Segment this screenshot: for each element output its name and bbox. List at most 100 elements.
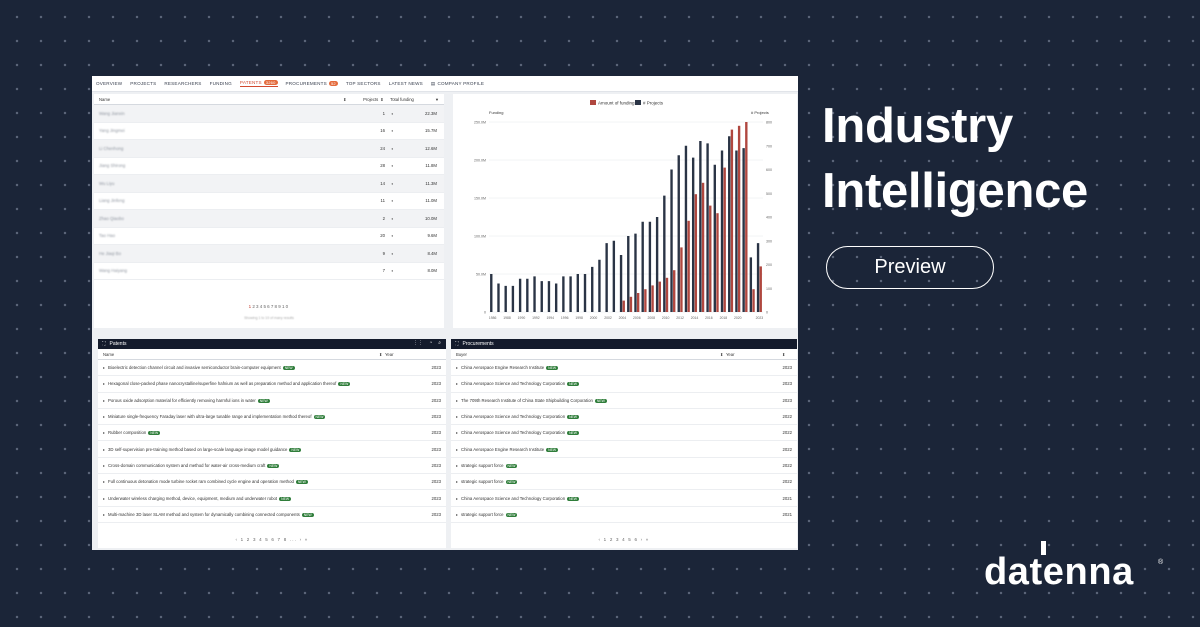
tab-overview[interactable]: OVERVIEW xyxy=(96,81,122,86)
table-row[interactable]: Wu Liyu 14 ◖ 11.3M xyxy=(94,175,444,193)
table-row[interactable]: ▸ Hexagonal close-packed phase nanocrysta… xyxy=(98,376,446,393)
grid-icon[interactable]: ⋮⋮ xyxy=(413,340,424,346)
bar-projects xyxy=(518,278,522,312)
chevron-right-icon[interactable]: ▸ xyxy=(456,397,459,403)
researchers-pagination[interactable]: 12345678910 xyxy=(94,304,444,309)
table-row[interactable]: Tao Hao 20 ◖ 9.6M xyxy=(94,228,444,245)
chevron-right-icon[interactable]: ▸ xyxy=(103,414,106,420)
chevron-right-icon[interactable]: ▸ xyxy=(456,414,459,420)
page-link[interactable]: 9 xyxy=(278,304,282,309)
table-row[interactable]: Wang Haiyang 7 ◖ 8.0M xyxy=(94,263,444,280)
sort-icon[interactable]: ⬍ xyxy=(379,351,383,357)
table-row[interactable]: ▸ strategic support force NEW 2022 xyxy=(451,458,797,475)
tab-patents[interactable]: PATENTS 3260 xyxy=(239,80,278,87)
page-link[interactable]: 1 xyxy=(248,304,253,309)
chevron-right-icon[interactable]: ▸ xyxy=(456,495,459,501)
tab-funding[interactable]: FUNDING xyxy=(210,81,232,86)
page-link[interactable]: 8 xyxy=(274,304,279,309)
sort-icon[interactable]: ⬍ xyxy=(782,351,786,357)
chevron-right-icon[interactable]: ▸ xyxy=(103,495,106,501)
column-year[interactable]: Year xyxy=(726,351,735,357)
row-year: 2022 xyxy=(782,446,792,452)
tab-label: COMPANY PROFILE xyxy=(437,81,485,86)
table-row[interactable]: ▸ China Aerospace Science and Technology … xyxy=(451,409,797,426)
preview-button[interactable]: Preview xyxy=(826,246,994,289)
row-name: 3D self-supervision pre-training method … xyxy=(108,446,288,452)
page-link[interactable]: 3 xyxy=(256,304,260,309)
page-link[interactable]: 7 xyxy=(270,304,275,309)
chart-icon[interactable]: ◔ xyxy=(429,340,433,346)
table-row[interactable]: ▸ Full continuous detonation mode turbine… xyxy=(98,474,446,491)
chevron-right-icon[interactable]: ▸ xyxy=(103,462,106,468)
chevron-right-icon[interactable]: ▸ xyxy=(103,397,106,403)
chevron-right-icon[interactable]: ▸ xyxy=(103,381,106,387)
table-row[interactable]: ▸ China Aerospace Science and Technology … xyxy=(451,376,797,393)
page-link[interactable]: 10 xyxy=(281,304,290,309)
page-link[interactable]: 5 xyxy=(263,304,268,309)
tab-company-profile[interactable]: ▤ COMPANY PROFILE xyxy=(431,81,484,87)
table-row[interactable]: Li Chenhong 24 ◖ 12.6M xyxy=(94,140,444,158)
sort-icon[interactable]: ⬍ xyxy=(720,351,724,357)
table-row[interactable]: ▸ Cross-domain communication system and m… xyxy=(98,458,446,475)
chevron-right-icon[interactable]: ▸ xyxy=(456,430,459,436)
chevron-right-icon[interactable]: ▸ xyxy=(456,446,459,452)
table-row[interactable]: ▸ China Aerospace Science and Technology … xyxy=(451,490,797,507)
table-row[interactable]: ▸ China Aerospace Engine Research Institu… xyxy=(451,441,797,458)
table-row[interactable]: He Jiaqi Bo 9 ◖ 8.4M xyxy=(94,245,444,263)
table-row[interactable]: ▸ strategic support force NEW 2021 xyxy=(451,507,797,523)
table-row[interactable]: ▸ strategic support force NEW 2022 xyxy=(451,474,797,491)
table-row[interactable]: Liang Jinfeng 11 ◖ 11.0M xyxy=(94,193,444,210)
table-row[interactable]: Zhao Qiaobo 2 ◖ 10.0M xyxy=(94,210,444,228)
search-icon[interactable]: ⌕ xyxy=(438,340,441,346)
chevron-right-icon[interactable]: ▸ xyxy=(103,365,106,371)
patents-pagination[interactable]: ‹ 1 2 3 4 5 6 7 8 ... › » xyxy=(235,537,309,542)
table-row[interactable]: Yang Jingmei 16 ◖ 15.7M xyxy=(94,123,444,140)
table-row[interactable]: ▸ Bioelectric detection channel circuit a… xyxy=(98,360,446,377)
page-link[interactable]: 4 xyxy=(259,304,264,309)
tab-researchers[interactable]: RESEARCHERS xyxy=(164,81,201,86)
tab-latest-news[interactable]: LATEST NEWS xyxy=(389,81,423,86)
chevron-right-icon[interactable]: ▸ xyxy=(456,479,459,485)
table-row[interactable]: ▸ Porous oxide adsorption material for ef… xyxy=(98,393,446,409)
table-row[interactable]: ▸ 3D self-supervision pre-training method… xyxy=(98,441,446,458)
table-row[interactable]: ▸ Miniature single-frequency Faraday lase… xyxy=(98,409,446,426)
chevron-right-icon[interactable]: ▸ xyxy=(103,430,106,436)
chevron-right-icon[interactable]: ▸ xyxy=(103,479,106,485)
row-name: Bioelectric detection channel circuit an… xyxy=(108,365,281,371)
expand-icon[interactable]: ⛶ xyxy=(455,341,459,347)
table-row[interactable]: ▸ China Aerospace Science and Technology … xyxy=(451,425,797,442)
column-projects[interactable]: Projects xyxy=(363,96,379,102)
left-tick-label: 250.0M xyxy=(474,121,486,125)
table-row[interactable]: Jiang Shirong 28 ◖ 11.8M xyxy=(94,158,444,175)
chevron-right-icon[interactable]: ▸ xyxy=(456,511,459,517)
sort-desc-icon[interactable]: ▼ xyxy=(435,96,439,102)
table-row[interactable]: ▸ The 709th Research Institute of China S… xyxy=(451,393,797,409)
chevron-right-icon[interactable]: ▸ xyxy=(456,365,459,371)
column-total-funding[interactable]: Total funding xyxy=(390,96,414,102)
table-row[interactable]: ▸ China Aerospace Engine Research Institu… xyxy=(451,360,797,377)
procurements-pagination[interactable]: ‹ 1 2 3 4 5 6 › » xyxy=(598,537,650,542)
table-row[interactable]: ▸ Multi-machine 3D laser SLAM method and … xyxy=(98,507,446,523)
sort-icon[interactable]: ⬍ xyxy=(343,96,347,102)
column-name[interactable]: Name xyxy=(99,96,111,102)
column-year[interactable]: Year xyxy=(385,351,394,357)
chevron-right-icon[interactable]: ▸ xyxy=(456,381,459,387)
bar-projects xyxy=(562,276,565,312)
tab-projects[interactable]: PROJECTS xyxy=(130,81,156,86)
chevron-right-icon[interactable]: ▸ xyxy=(103,511,106,517)
table-row[interactable]: ▸ Rubber composition NEW 2023 xyxy=(98,425,446,442)
row-year: 2023 xyxy=(431,381,441,387)
sort-icon[interactable]: ⬍ xyxy=(380,96,384,102)
tab-label: OVERVIEW xyxy=(96,81,123,86)
table-row[interactable]: Wang Jianxin 1 ◖ 22.3M xyxy=(94,105,444,123)
column-name[interactable]: Name xyxy=(103,351,115,357)
tab-top-sectors[interactable]: TOP SECTORS xyxy=(346,81,381,86)
chevron-right-icon[interactable]: ▸ xyxy=(456,462,459,468)
tab-procurements[interactable]: PROCUREMENTS 52 xyxy=(286,81,338,86)
page-link[interactable]: 6 xyxy=(267,304,271,309)
expand-icon[interactable]: ⛶ xyxy=(102,341,106,347)
column-buyer[interactable]: Buyer xyxy=(456,351,467,357)
page-link[interactable]: 2 xyxy=(252,304,257,309)
table-row[interactable]: ▸ Underwater wireless charging method, de… xyxy=(98,490,446,507)
chevron-right-icon[interactable]: ▸ xyxy=(103,446,106,452)
